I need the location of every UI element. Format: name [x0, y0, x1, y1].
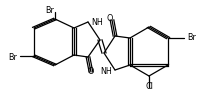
Text: Br: Br	[187, 32, 196, 41]
Text: Br: Br	[45, 6, 54, 15]
Text: Br: Br	[8, 53, 17, 61]
Text: NH: NH	[91, 18, 103, 27]
Text: O: O	[88, 67, 94, 76]
Text: Cl: Cl	[145, 82, 153, 91]
Text: NH: NH	[100, 67, 112, 76]
Text: O: O	[107, 14, 113, 23]
